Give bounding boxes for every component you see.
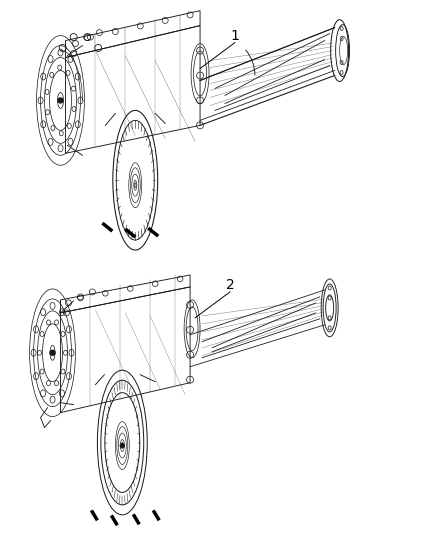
- Circle shape: [120, 443, 124, 448]
- Circle shape: [58, 98, 63, 103]
- Text: 2: 2: [226, 278, 234, 292]
- Circle shape: [50, 350, 55, 356]
- Text: 1: 1: [230, 29, 240, 43]
